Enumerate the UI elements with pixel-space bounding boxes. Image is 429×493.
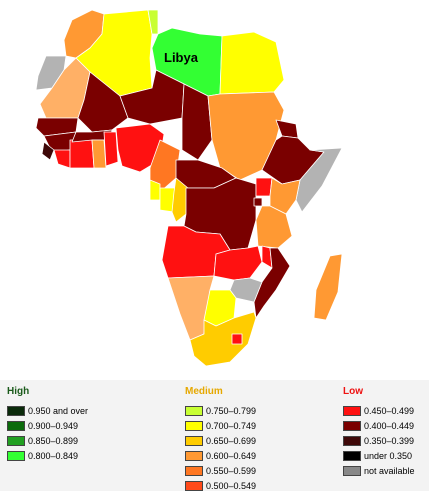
legend-item: under 0.350: [343, 448, 415, 463]
legend-swatch: [343, 420, 361, 431]
legend-item: 0.650–0.699: [185, 433, 256, 448]
africa-map: Libya: [35, 9, 343, 367]
legend-item: 0.750–0.799: [185, 403, 256, 418]
country-nigeria: [115, 123, 165, 173]
legend-swatch: [343, 435, 361, 446]
legend-item-label: 0.900–0.949: [28, 420, 79, 431]
country-south-africa: [189, 311, 257, 367]
country-mozambique: [253, 247, 291, 319]
legend-item: 0.400–0.449: [343, 418, 415, 433]
legend-swatch: [185, 435, 203, 446]
legend-swatch: [185, 405, 203, 416]
legend-item-label: 0.600–0.649: [206, 450, 257, 461]
legend-item: not available: [343, 463, 415, 478]
country-somalia: [295, 147, 343, 213]
africa-map-svg: Libya: [35, 9, 343, 367]
legend-item-label: 0.500–0.549: [206, 480, 257, 491]
country-sierra-leone: [41, 141, 55, 161]
country-mali: [77, 71, 129, 133]
legend-item: 0.700–0.749: [185, 418, 256, 433]
country-tanzania: [255, 205, 293, 249]
country-liberia: [53, 149, 71, 169]
country-togo-benin: [103, 131, 119, 167]
legend-swatch: [7, 420, 25, 431]
legend-item: 0.350–0.399: [343, 433, 415, 448]
country-lesotho: [231, 333, 243, 345]
legend-item: 0.550–0.599: [185, 463, 256, 478]
legend-item: 0.950 and over: [7, 403, 88, 418]
legend-item: 0.500–0.549: [185, 478, 256, 493]
country-madagascar: [313, 253, 343, 321]
country-ivory-coast: [69, 139, 95, 169]
legend-group-high: High 0.950 and over 0.900–0.949 0.850–0.…: [7, 386, 88, 463]
legend-swatch: [343, 465, 361, 476]
legend-heading-high: High: [7, 386, 30, 397]
legend-swatch: [7, 450, 25, 461]
legend: High 0.950 and over 0.900–0.949 0.850–0.…: [0, 380, 429, 491]
libya-label: Libya: [164, 50, 199, 65]
legend-swatch: [185, 420, 203, 431]
legend-item-label: 0.700–0.749: [206, 420, 257, 431]
legend-item-label: 0.800–0.849: [28, 450, 79, 461]
legend-item-label: 0.350–0.399: [364, 435, 415, 446]
legend-item-label: 0.950 and over: [28, 405, 89, 416]
legend-heading-medium: Medium: [185, 386, 223, 397]
legend-item-label: 0.550–0.599: [206, 465, 257, 476]
legend-item: 0.600–0.649: [185, 448, 256, 463]
legend-group-low: Low 0.450–0.499 0.400–0.449 0.350–0.399 …: [343, 386, 415, 478]
legend-swatch: [185, 480, 203, 491]
legend-swatch: [185, 450, 203, 461]
country-eritrea: [275, 119, 299, 139]
country-uganda: [255, 177, 273, 197]
country-eq-guinea: [149, 179, 161, 201]
legend-group-medium: Medium 0.750–0.799 0.700–0.749 0.650–0.6…: [185, 386, 256, 493]
legend-swatch: [343, 405, 361, 416]
legend-swatch: [7, 435, 25, 446]
legend-swatch: [185, 465, 203, 476]
legend-swatch: [343, 450, 361, 461]
country-chad: [181, 83, 213, 161]
legend-item: 0.900–0.949: [7, 418, 88, 433]
country-rwanda: [253, 197, 263, 207]
country-sudan: [207, 91, 285, 181]
legend-item-label: not available: [364, 465, 415, 476]
country-ghana: [91, 139, 107, 169]
legend-item-label: under 0.350: [364, 450, 413, 461]
legend-item: 0.450–0.499: [343, 403, 415, 418]
legend-item-label: 0.400–0.449: [364, 420, 415, 431]
legend-item-label: 0.750–0.799: [206, 405, 257, 416]
legend-item-label: 0.650–0.699: [206, 435, 257, 446]
country-kenya: [269, 177, 301, 215]
legend-item-label: 0.450–0.499: [364, 405, 415, 416]
legend-item: 0.850–0.899: [7, 433, 88, 448]
legend-swatch: [7, 405, 25, 416]
legend-item: 0.800–0.849: [7, 448, 88, 463]
legend-item-label: 0.850–0.899: [28, 435, 79, 446]
legend-heading-low: Low: [343, 386, 363, 397]
country-egypt: [219, 31, 285, 95]
